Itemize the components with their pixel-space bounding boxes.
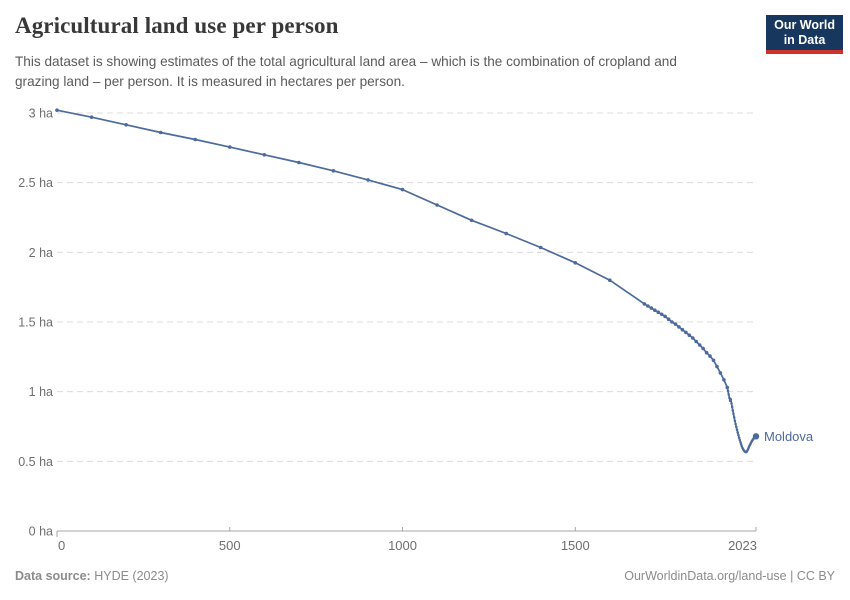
- y-axis-label: 3 ha: [29, 107, 53, 121]
- data-point: [730, 405, 734, 409]
- data-point: [124, 123, 128, 127]
- data-point: [735, 425, 738, 429]
- data-point: [435, 203, 439, 207]
- data-point: [691, 336, 695, 340]
- data-point: [663, 314, 667, 319]
- data-point: [670, 320, 674, 324]
- data-point: [735, 428, 739, 431]
- data-source: Data source: HYDE (2023): [15, 569, 169, 583]
- page-title: Agricultural land use per person: [15, 13, 339, 38]
- y-axis-label: 0 ha: [29, 525, 53, 539]
- data-point: [659, 312, 664, 317]
- data-point: [573, 261, 578, 265]
- data-point: [729, 398, 733, 401]
- data-point: [680, 327, 685, 332]
- data-point: [653, 308, 657, 313]
- data-point: [687, 333, 692, 338]
- data-line[interactable]: [56, 109, 757, 453]
- x-axis-label: 500: [219, 538, 241, 553]
- data-point: [737, 433, 740, 437]
- data-point: [642, 302, 647, 306]
- x-axis-label: 1000: [388, 538, 417, 553]
- data-point: [469, 218, 474, 223]
- data-point: [193, 137, 197, 142]
- data-point: [89, 115, 94, 119]
- data-point: [726, 389, 730, 393]
- data-point-end: [752, 433, 760, 440]
- data-point: [649, 306, 654, 310]
- series-label: Moldova: [764, 429, 814, 444]
- data-point: [730, 402, 733, 405]
- data-point: [718, 371, 723, 375]
- x-axis-label: 0: [58, 538, 65, 553]
- data-point: [538, 245, 543, 250]
- chart-subtitle: This dataset is showing estimates of the…: [15, 54, 677, 89]
- data-source-label: Data source:: [15, 569, 91, 583]
- data-point: [656, 310, 660, 315]
- owid-logo-line2: in Data: [783, 33, 826, 47]
- data-point: [677, 325, 681, 329]
- data-point: [725, 385, 730, 390]
- data-point: [55, 108, 59, 112]
- data-point: [739, 443, 743, 446]
- data-point: [711, 358, 716, 363]
- data-point: [732, 416, 736, 419]
- data-point: [734, 422, 737, 426]
- data-point: [646, 304, 650, 308]
- data-point: [736, 431, 739, 434]
- data-point: [737, 436, 741, 439]
- x-axis-label: 1500: [561, 538, 590, 553]
- y-axis-label: 1.5 ha: [18, 316, 53, 330]
- data-point: [262, 153, 267, 157]
- data-point: [738, 438, 742, 442]
- data-point: [739, 440, 742, 444]
- y-axis-label: 1 ha: [29, 385, 53, 399]
- data-point: [708, 354, 712, 358]
- data-point: [697, 343, 702, 347]
- data-point: [297, 160, 301, 165]
- data-point: [701, 346, 705, 351]
- data-point: [731, 409, 735, 412]
- data-point: [504, 231, 509, 236]
- data-source-value[interactable]: HYDE (2023): [94, 569, 169, 583]
- y-axis-label: 2.5 ha: [18, 176, 53, 190]
- data-series[interactable]: Moldova: [55, 108, 814, 454]
- owid-logo-line1: Our World: [774, 18, 835, 32]
- data-point: [722, 378, 726, 382]
- x-axis-label: 2023: [728, 538, 757, 553]
- data-point: [666, 317, 671, 322]
- data-point: [715, 364, 719, 369]
- y-axis-label: 2 ha: [29, 246, 53, 260]
- data-point: [366, 178, 370, 182]
- data-point: [400, 187, 405, 192]
- data-point: [694, 339, 698, 344]
- y-axis-label: 0.5 ha: [18, 455, 53, 469]
- data-point: [608, 278, 612, 283]
- owid-logo: Our World in Data: [766, 15, 843, 54]
- data-point: [732, 412, 735, 416]
- data-point: [331, 169, 336, 173]
- data-point: [158, 130, 163, 135]
- data-point: [733, 419, 737, 423]
- data-point: [684, 330, 688, 335]
- credit-link[interactable]: OurWorldinData.org/land-use | CC BY: [624, 569, 835, 583]
- data-point: [727, 393, 730, 396]
- data-point: [228, 145, 232, 149]
- data-point: [704, 350, 709, 355]
- data-point: [673, 322, 678, 326]
